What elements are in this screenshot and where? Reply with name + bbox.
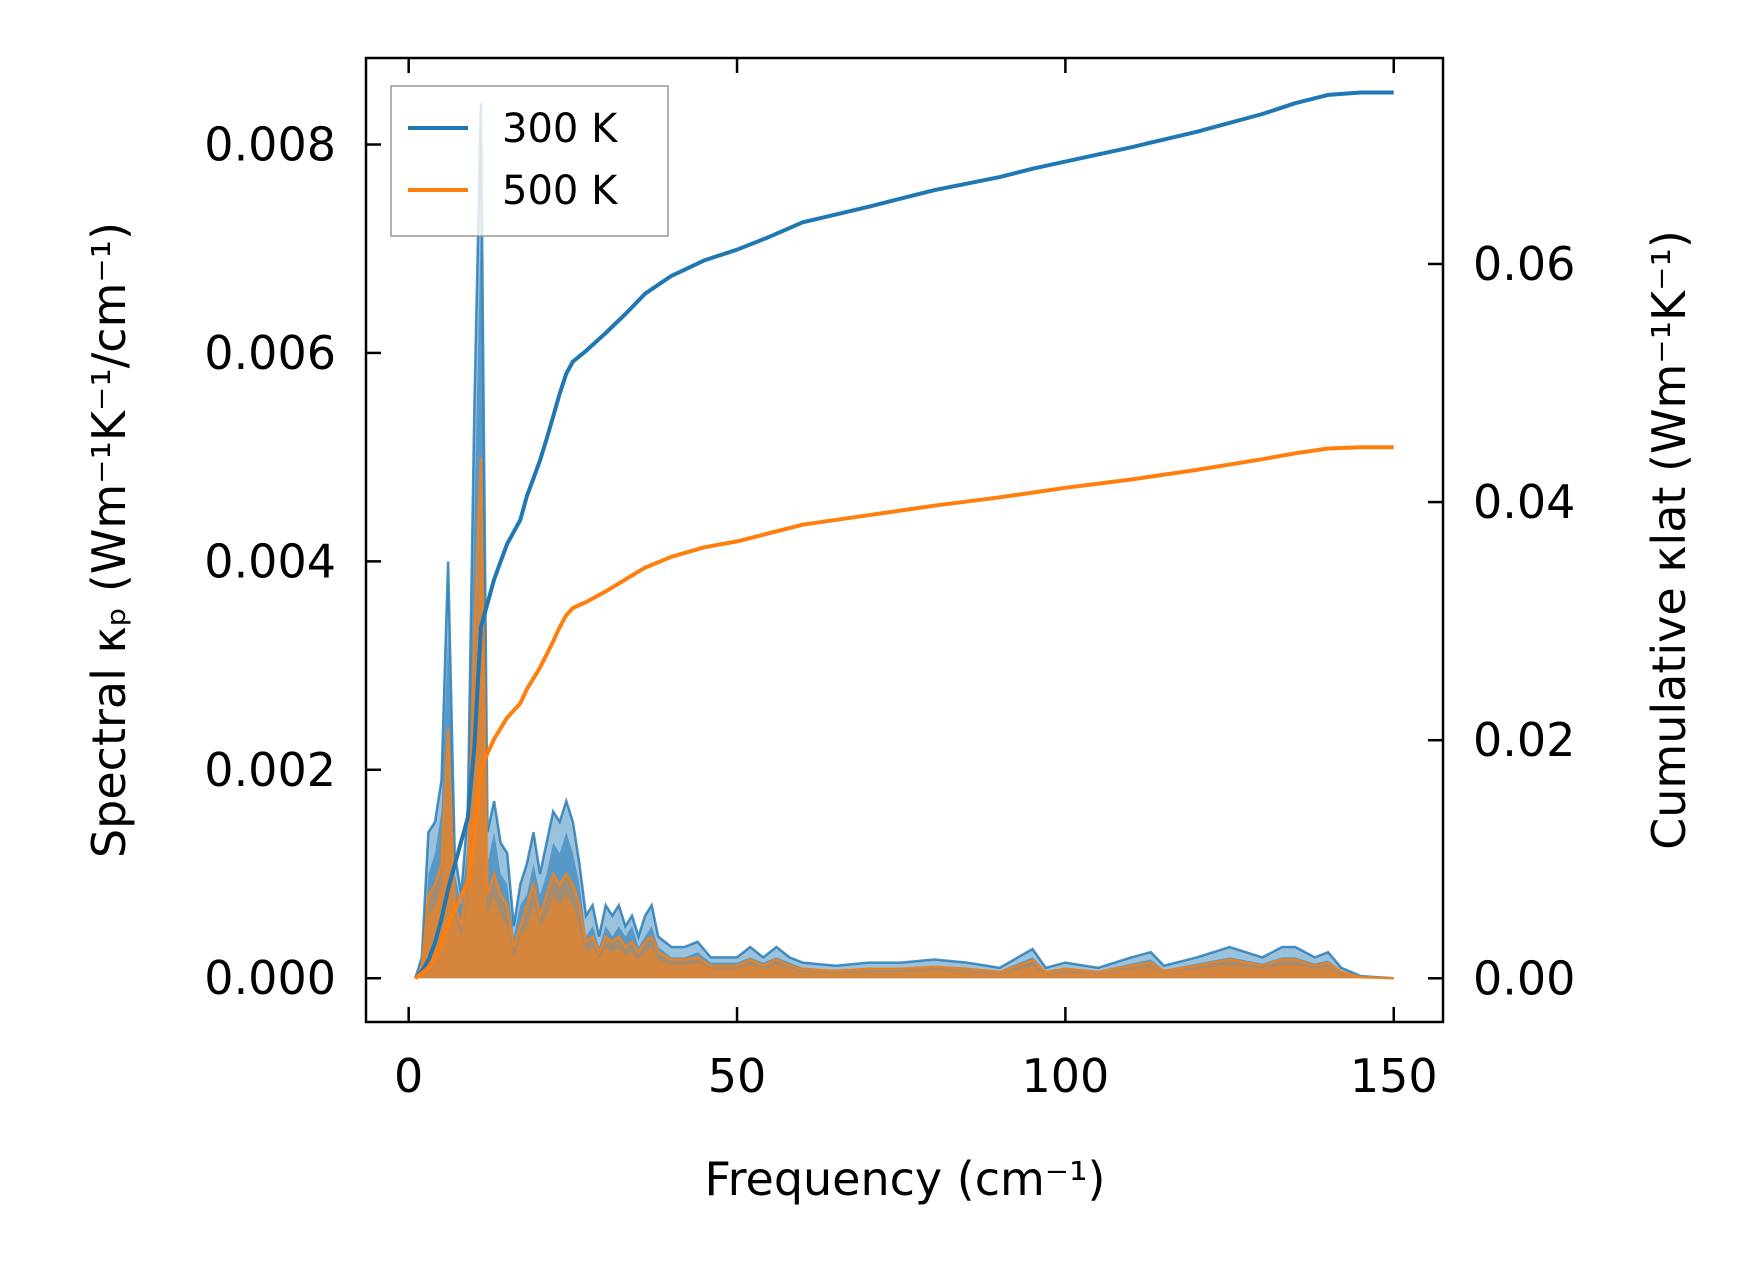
legend-box xyxy=(390,85,669,237)
series-layer xyxy=(413,90,1394,980)
y-right-ticks: 0.00 0.02 0.04 0.06 xyxy=(1428,237,1575,1005)
legend: 300 K 500 K xyxy=(390,85,669,237)
spectral-band-lower-300k xyxy=(415,227,1394,979)
spectral-line-300k xyxy=(414,102,1394,980)
plot-area xyxy=(364,56,1445,1024)
cumulative-line-300k xyxy=(413,90,1394,980)
y-right-tick-label: 0.00 xyxy=(1473,951,1575,1005)
y-right-tick-label: 0.06 xyxy=(1473,237,1575,291)
y-left-tick-label: 0.006 xyxy=(204,326,336,380)
plot-frame xyxy=(364,56,1445,1024)
spectral-line-500k xyxy=(414,457,1394,980)
y-axis-left-label: Spectral κₚ (Wm⁻¹K⁻¹/cm⁻¹) xyxy=(82,222,136,858)
legend-label-300k: 300 K xyxy=(502,106,619,152)
y-axis-right-label: Cumulative κlat (Wm⁻¹K⁻¹) xyxy=(1642,230,1696,850)
cumulative-line-500k xyxy=(414,445,1394,980)
x-axis-label: Frequency (cm⁻¹) xyxy=(705,1152,1106,1206)
x-tick-label: 0 xyxy=(394,1049,423,1103)
y-left-tick-label: 0.000 xyxy=(204,951,336,1005)
spectral-band-upper-500k xyxy=(415,457,1394,979)
x-tick-label: 50 xyxy=(708,1049,767,1103)
y-left-tick-label: 0.004 xyxy=(204,534,336,588)
spectral-band-lower-500k xyxy=(415,540,1394,979)
y-right-tick-label: 0.04 xyxy=(1473,475,1575,529)
legend-label-500k: 500 K xyxy=(502,168,619,214)
x-tick-label: 100 xyxy=(1021,1049,1109,1103)
x-ticks: 0 50 100 150 xyxy=(394,58,1438,1103)
y-left-ticks: 0.000 0.002 0.004 0.006 0.008 xyxy=(204,117,381,1005)
y-left-tick-label: 0.002 xyxy=(204,743,336,797)
x-tick-label: 150 xyxy=(1350,1049,1438,1103)
y-right-tick-label: 0.02 xyxy=(1473,713,1575,767)
y-left-tick-label: 0.008 xyxy=(204,117,336,171)
